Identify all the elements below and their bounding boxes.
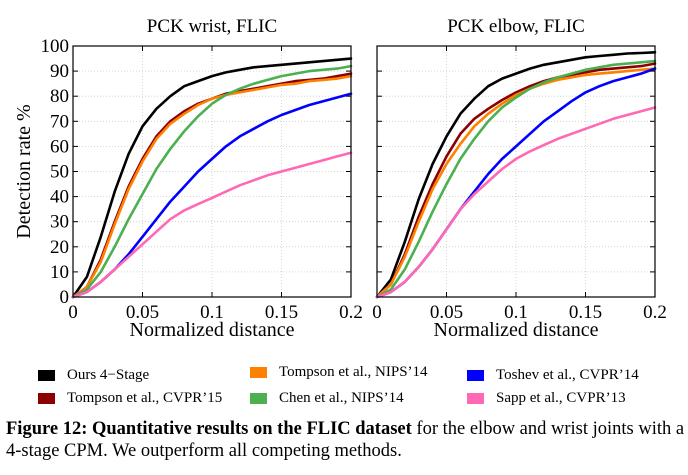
series-line-2 xyxy=(375,62,657,299)
legend-swatch xyxy=(467,369,484,381)
legend-label: Toshev et al., CVPR’14 xyxy=(496,366,639,383)
x-tick-label: 0.2 xyxy=(339,302,363,323)
series-line-3 xyxy=(71,74,353,299)
y-axis-label: Detection rate % xyxy=(13,104,35,238)
y-tick-label: 100 xyxy=(41,36,70,57)
chart-canvas: 0 0.05 0.1 0.15 0.2 0 10 20 30 40 50 60 70 80 90 100 PCK… xyxy=(13,16,667,341)
legend-label: Tompson et al., NIPS’14 xyxy=(279,363,428,380)
chart-title: PCK wrist, FLIC xyxy=(147,16,277,37)
x-tick-label: 0.1 xyxy=(504,302,528,323)
y-tick-label: 90 xyxy=(50,61,69,82)
figure-caption: Figure 12: Quantitative results on the F… xyxy=(6,418,686,462)
y-tick-label: 80 xyxy=(50,86,69,107)
x-tick-label: 0.05 xyxy=(126,302,159,323)
chart-panel-2: 0 0.05 0.1 0.15 0.2 PCK elbow, FLIC Normalized… xyxy=(372,16,667,341)
y-tick-label: 0 xyxy=(60,287,70,308)
legend-item-chen-nips14: Chen et al., NIPS’14 xyxy=(250,388,404,408)
legend-swatch xyxy=(38,369,55,381)
legend-label: Ours 4−Stage xyxy=(67,366,150,383)
series-line-1 xyxy=(375,50,657,299)
series-line-4 xyxy=(375,59,657,299)
series-line-4 xyxy=(71,64,353,299)
series-line-3 xyxy=(375,67,657,299)
series-line-2 xyxy=(71,72,353,299)
caption-bold: Figure 12: Quantitative results on the F… xyxy=(6,419,412,439)
x-axis-label: Normalized distance xyxy=(434,319,599,341)
x-tick-label: 0.15 xyxy=(569,302,602,323)
series-line-6 xyxy=(375,106,657,299)
series-line-1 xyxy=(71,57,353,299)
x-tick-label: 0.15 xyxy=(265,302,298,323)
legend-swatch xyxy=(250,366,267,378)
series-line-6 xyxy=(71,151,353,299)
legend-item-tompson-nips14: Tompson et al., NIPS’14 xyxy=(250,362,428,382)
legend-label: Sapp et al., CVPR’13 xyxy=(496,389,626,406)
legend: Ours 4−Stage Tompson et al., CVPR’15 Tom… xyxy=(0,355,688,415)
legend-item-ours: Ours 4−Stage xyxy=(38,365,149,385)
legend-swatch xyxy=(467,392,484,404)
x-tick-label: 0.05 xyxy=(430,302,463,323)
caption-text: for the elbow and wrist joints with a 4-… xyxy=(6,419,685,461)
chart-panel-1: 0 0.05 0.1 0.15 0.2 0 10 20 30 40 50 60 70 80 90 100 PCK… xyxy=(13,16,363,341)
y-tick-label: 30 xyxy=(50,212,69,233)
legend-label: Tompson et al., CVPR’15 xyxy=(67,389,223,406)
legend-item-sapp-cvpr13: Sapp et al., CVPR’13 xyxy=(467,388,626,408)
x-axis-label: Normalized distance xyxy=(130,319,295,341)
x-tick-label: 0.2 xyxy=(643,302,667,323)
legend-swatch xyxy=(38,392,55,404)
legend-label: Chen et al., NIPS’14 xyxy=(279,389,404,406)
x-tick-label: 0.1 xyxy=(200,302,224,323)
legend-item-tompson-cvpr15: Tompson et al., CVPR’15 xyxy=(38,388,222,408)
x-tick-label: 0 xyxy=(68,302,78,323)
y-tick-label: 60 xyxy=(50,136,69,157)
legend-swatch xyxy=(250,392,267,404)
x-tick-label: 0 xyxy=(372,302,382,323)
y-tick-label: 20 xyxy=(50,237,69,258)
y-tick-label: 70 xyxy=(50,111,69,132)
legend-item-toshev-cvpr14: Toshev et al., CVPR’14 xyxy=(467,365,639,385)
y-tick-label: 10 xyxy=(50,262,69,283)
chart-title: PCK elbow, FLIC xyxy=(447,16,585,37)
y-tick-label: 40 xyxy=(50,187,69,208)
y-tick-label: 50 xyxy=(50,162,69,183)
